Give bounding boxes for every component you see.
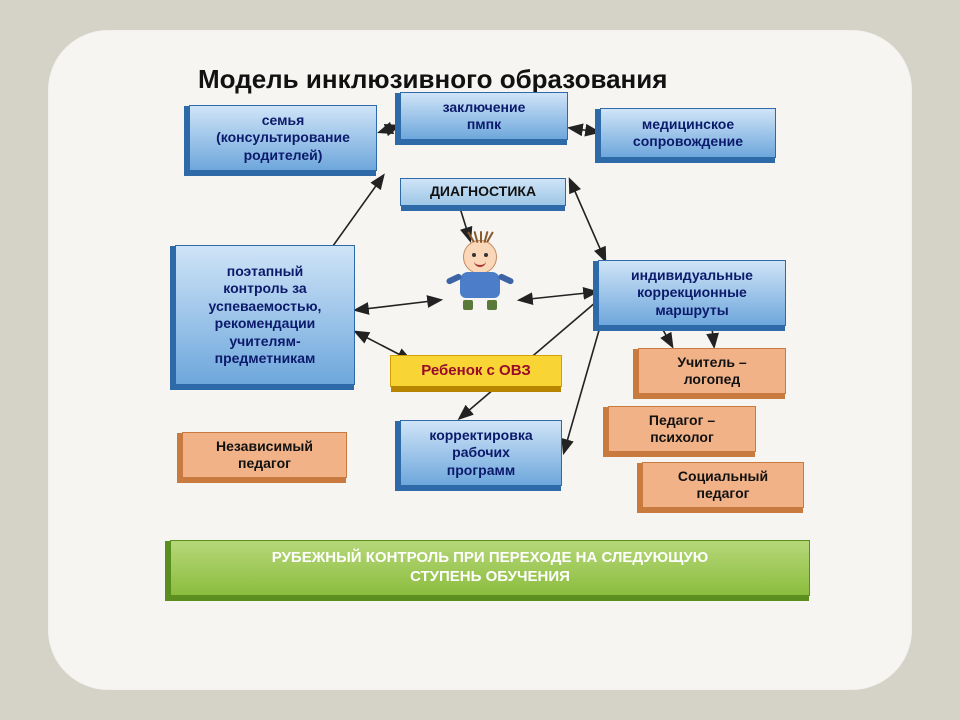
node-routes: индивидуальные коррекционные маршруты bbox=[598, 260, 786, 326]
node-family: семья (консультирование родителей) bbox=[189, 105, 377, 171]
node-correction: корректировка рабочих программ bbox=[400, 420, 562, 486]
page-background: Модель инклюзивного образования семья (к… bbox=[0, 0, 960, 720]
node-child_ovz: Ребенок с ОВЗ bbox=[390, 355, 562, 387]
node-social: Социальный педагог bbox=[642, 462, 804, 508]
title: Модель инклюзивного образования bbox=[198, 64, 667, 95]
node-logoped: Учитель – логопед bbox=[638, 348, 786, 394]
node-indep: Независимый педагог bbox=[182, 432, 347, 478]
node-medical: медицинское сопровождение bbox=[600, 108, 776, 158]
node-pmpk: заключение пмпк bbox=[400, 92, 568, 140]
node-psycholog: Педагог – психолог bbox=[608, 406, 756, 452]
node-milestone: РУБЕЖНЫЙ КОНТРОЛЬ ПРИ ПЕРЕХОДЕ НА СЛЕДУЮ… bbox=[170, 540, 810, 596]
node-diagnostics: ДИАГНОСТИКА bbox=[400, 178, 566, 206]
node-control: поэтапный контроль за успеваемостью, рек… bbox=[175, 245, 355, 385]
child-icon bbox=[450, 240, 510, 310]
